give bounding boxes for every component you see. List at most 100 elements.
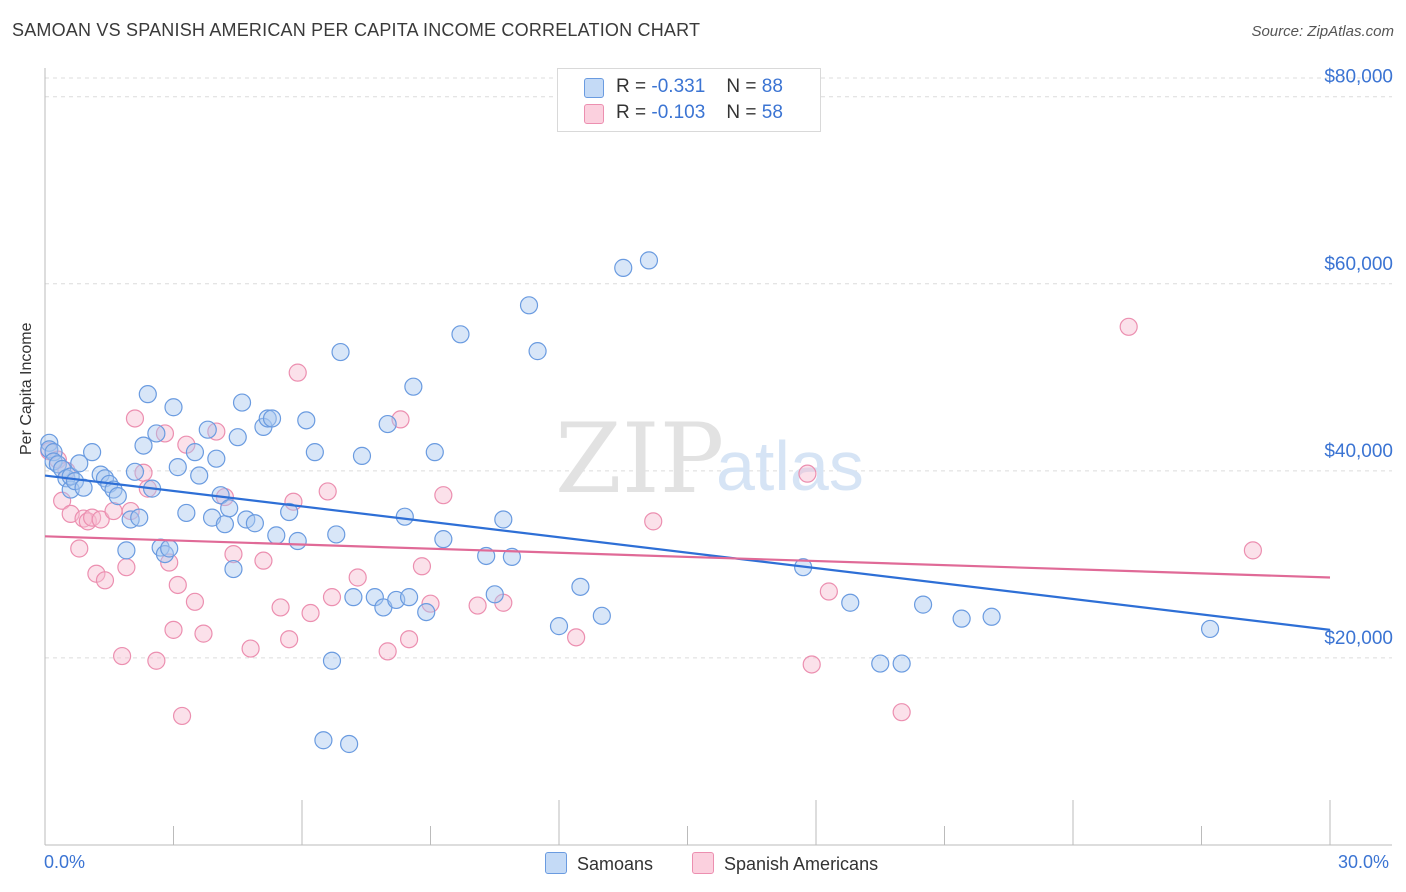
samoan-point bbox=[160, 539, 179, 558]
samoan-point bbox=[220, 499, 239, 518]
samoan-point bbox=[232, 393, 252, 412]
samoan-point bbox=[280, 502, 299, 522]
samoan-swatch bbox=[545, 852, 567, 874]
spanish-point bbox=[348, 568, 367, 587]
samoan-point bbox=[130, 508, 149, 527]
spanish-point bbox=[819, 582, 838, 601]
samoan-point bbox=[451, 325, 470, 344]
spanish-point bbox=[399, 630, 419, 649]
spanish-points bbox=[40, 317, 1263, 726]
samoan-point bbox=[83, 443, 102, 462]
n-label: N = bbox=[726, 102, 757, 123]
spanish-point bbox=[378, 642, 397, 661]
n-value-spanish: 58 bbox=[761, 102, 783, 123]
samoan-point bbox=[322, 651, 342, 670]
samoan-point bbox=[305, 443, 324, 462]
samoan-point bbox=[245, 514, 264, 533]
r-label: R = bbox=[616, 76, 647, 97]
samoan-point bbox=[262, 409, 282, 428]
samoan-point bbox=[40, 433, 59, 452]
spanish-point bbox=[95, 571, 115, 590]
samoan-point bbox=[494, 510, 513, 529]
samoan-point bbox=[117, 541, 136, 560]
spanish-point bbox=[322, 588, 342, 607]
y-tick-label: $20,000 bbox=[1324, 628, 1393, 649]
samoan-point bbox=[871, 654, 890, 673]
samoan-point bbox=[190, 466, 209, 485]
samoan-point bbox=[549, 617, 569, 636]
samoan-point bbox=[267, 526, 286, 545]
samoan-point bbox=[841, 593, 860, 612]
spanish-swatch bbox=[692, 852, 714, 874]
spanish-point bbox=[567, 628, 586, 647]
spanish-point bbox=[172, 706, 192, 726]
spanish-point bbox=[892, 703, 911, 722]
r-value-samoans: -0.331 bbox=[651, 76, 706, 97]
samoan-point bbox=[314, 731, 333, 750]
spanish-point bbox=[318, 482, 337, 501]
source-label: Source: ZipAtlas.com bbox=[1251, 23, 1394, 40]
samoan-point bbox=[134, 436, 153, 455]
r-value-spanish: -0.103 bbox=[651, 102, 706, 123]
samoan-point bbox=[344, 588, 363, 607]
x-axis-max-label: 30.0% bbox=[1338, 852, 1390, 872]
watermark: ZIP atlas bbox=[555, 403, 864, 515]
samoan-point bbox=[502, 547, 521, 567]
spanish-swatch bbox=[584, 104, 604, 124]
y-axis-label: Per Capita Income bbox=[18, 322, 35, 455]
samoan-point bbox=[614, 258, 633, 277]
samoan-point bbox=[952, 609, 971, 628]
samoan-point bbox=[108, 487, 127, 506]
samoan-swatch bbox=[584, 78, 604, 98]
spanish-point bbox=[168, 575, 187, 595]
x-axis-min-label: 0.0% bbox=[44, 852, 86, 872]
spanish-trend-line bbox=[44, 535, 1331, 579]
n-label: N = bbox=[726, 76, 757, 97]
samoan-point bbox=[297, 411, 316, 430]
watermark-zip: ZIP bbox=[555, 403, 724, 515]
samoan-point bbox=[592, 606, 611, 625]
spanish-point bbox=[147, 651, 166, 670]
samoan-point bbox=[485, 585, 504, 604]
samoan-point bbox=[417, 602, 436, 622]
samoan-point bbox=[340, 734, 359, 754]
spanish-point bbox=[91, 510, 110, 529]
spanish-point bbox=[241, 639, 260, 658]
spanish-point bbox=[117, 558, 136, 577]
y-tick-label: $60,000 bbox=[1324, 254, 1393, 275]
samoan-point bbox=[892, 654, 911, 673]
samoan-point bbox=[258, 409, 277, 428]
spanish-point bbox=[1243, 541, 1263, 560]
spanish-point bbox=[434, 486, 453, 505]
n-value-samoans: 88 bbox=[761, 76, 783, 97]
samoan-point bbox=[125, 462, 145, 481]
samoan-point bbox=[228, 428, 247, 447]
spanish-point bbox=[104, 501, 123, 521]
samoan-point bbox=[207, 449, 226, 468]
samoan-point bbox=[224, 559, 243, 579]
legend-item-samoans: Samoans bbox=[545, 852, 653, 875]
samoan-points bbox=[40, 251, 1220, 754]
samoan-point bbox=[404, 377, 423, 396]
samoan-point bbox=[352, 446, 372, 465]
samoan-point bbox=[70, 454, 89, 473]
spanish-point bbox=[125, 409, 145, 428]
samoan-point bbox=[425, 443, 444, 462]
samoan-point bbox=[395, 507, 414, 526]
samoan-point bbox=[519, 296, 539, 315]
spanish-point bbox=[112, 646, 132, 666]
spanish-point bbox=[194, 624, 213, 643]
chart-title: SAMOAN VS SPANISH AMERICAN PER CAPITA IN… bbox=[12, 20, 701, 40]
samoan-point bbox=[177, 503, 196, 523]
spanish-point bbox=[280, 630, 299, 649]
legend-spanish-label: Spanish Americans bbox=[724, 854, 879, 874]
spanish-point bbox=[70, 539, 89, 558]
samoan-point bbox=[327, 525, 346, 544]
spanish-point bbox=[644, 512, 663, 531]
samoan-point bbox=[434, 530, 453, 549]
watermark-atlas: atlas bbox=[716, 427, 864, 505]
samoan-point bbox=[399, 588, 419, 607]
samoan-point bbox=[147, 424, 166, 443]
trend-lines bbox=[44, 474, 1331, 631]
